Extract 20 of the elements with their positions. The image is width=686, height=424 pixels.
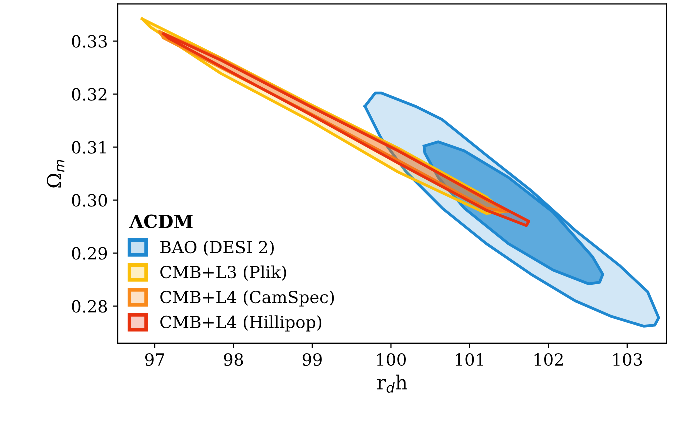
- y-tick-label: 0.29: [72, 247, 108, 260]
- x-tick-label: 99: [302, 353, 322, 366]
- x-tick-label: 97: [145, 353, 164, 366]
- x-tick-label: 102: [534, 353, 563, 366]
- x-tick-label: 98: [224, 353, 244, 366]
- y-tick-label: 0.33: [72, 35, 108, 48]
- legend-label: CMB+L3 (Plik): [160, 266, 286, 281]
- legend-title: ΛCDM: [130, 214, 193, 228]
- y-axis-title: Ω$_{m}$: [46, 160, 65, 188]
- legend-label: BAO (DESI 2): [160, 240, 274, 256]
- x-tick-label: 103: [614, 353, 642, 366]
- legend-label: CMB+L4 (CamSpec): [160, 290, 334, 307]
- legend-label: CMB+L4 (Hillipop): [160, 316, 322, 332]
- y-tick-label: 0.30: [72, 194, 108, 207]
- y-tick-label: 0.32: [72, 88, 107, 101]
- y-tick-label: 0.28: [72, 300, 108, 313]
- x-axis-title: r$_{d}$h: [377, 374, 408, 394]
- y-tick-label: 0.31: [72, 141, 106, 154]
- x-tick-label: 100: [377, 353, 406, 366]
- x-tick-label: 101: [456, 353, 484, 366]
